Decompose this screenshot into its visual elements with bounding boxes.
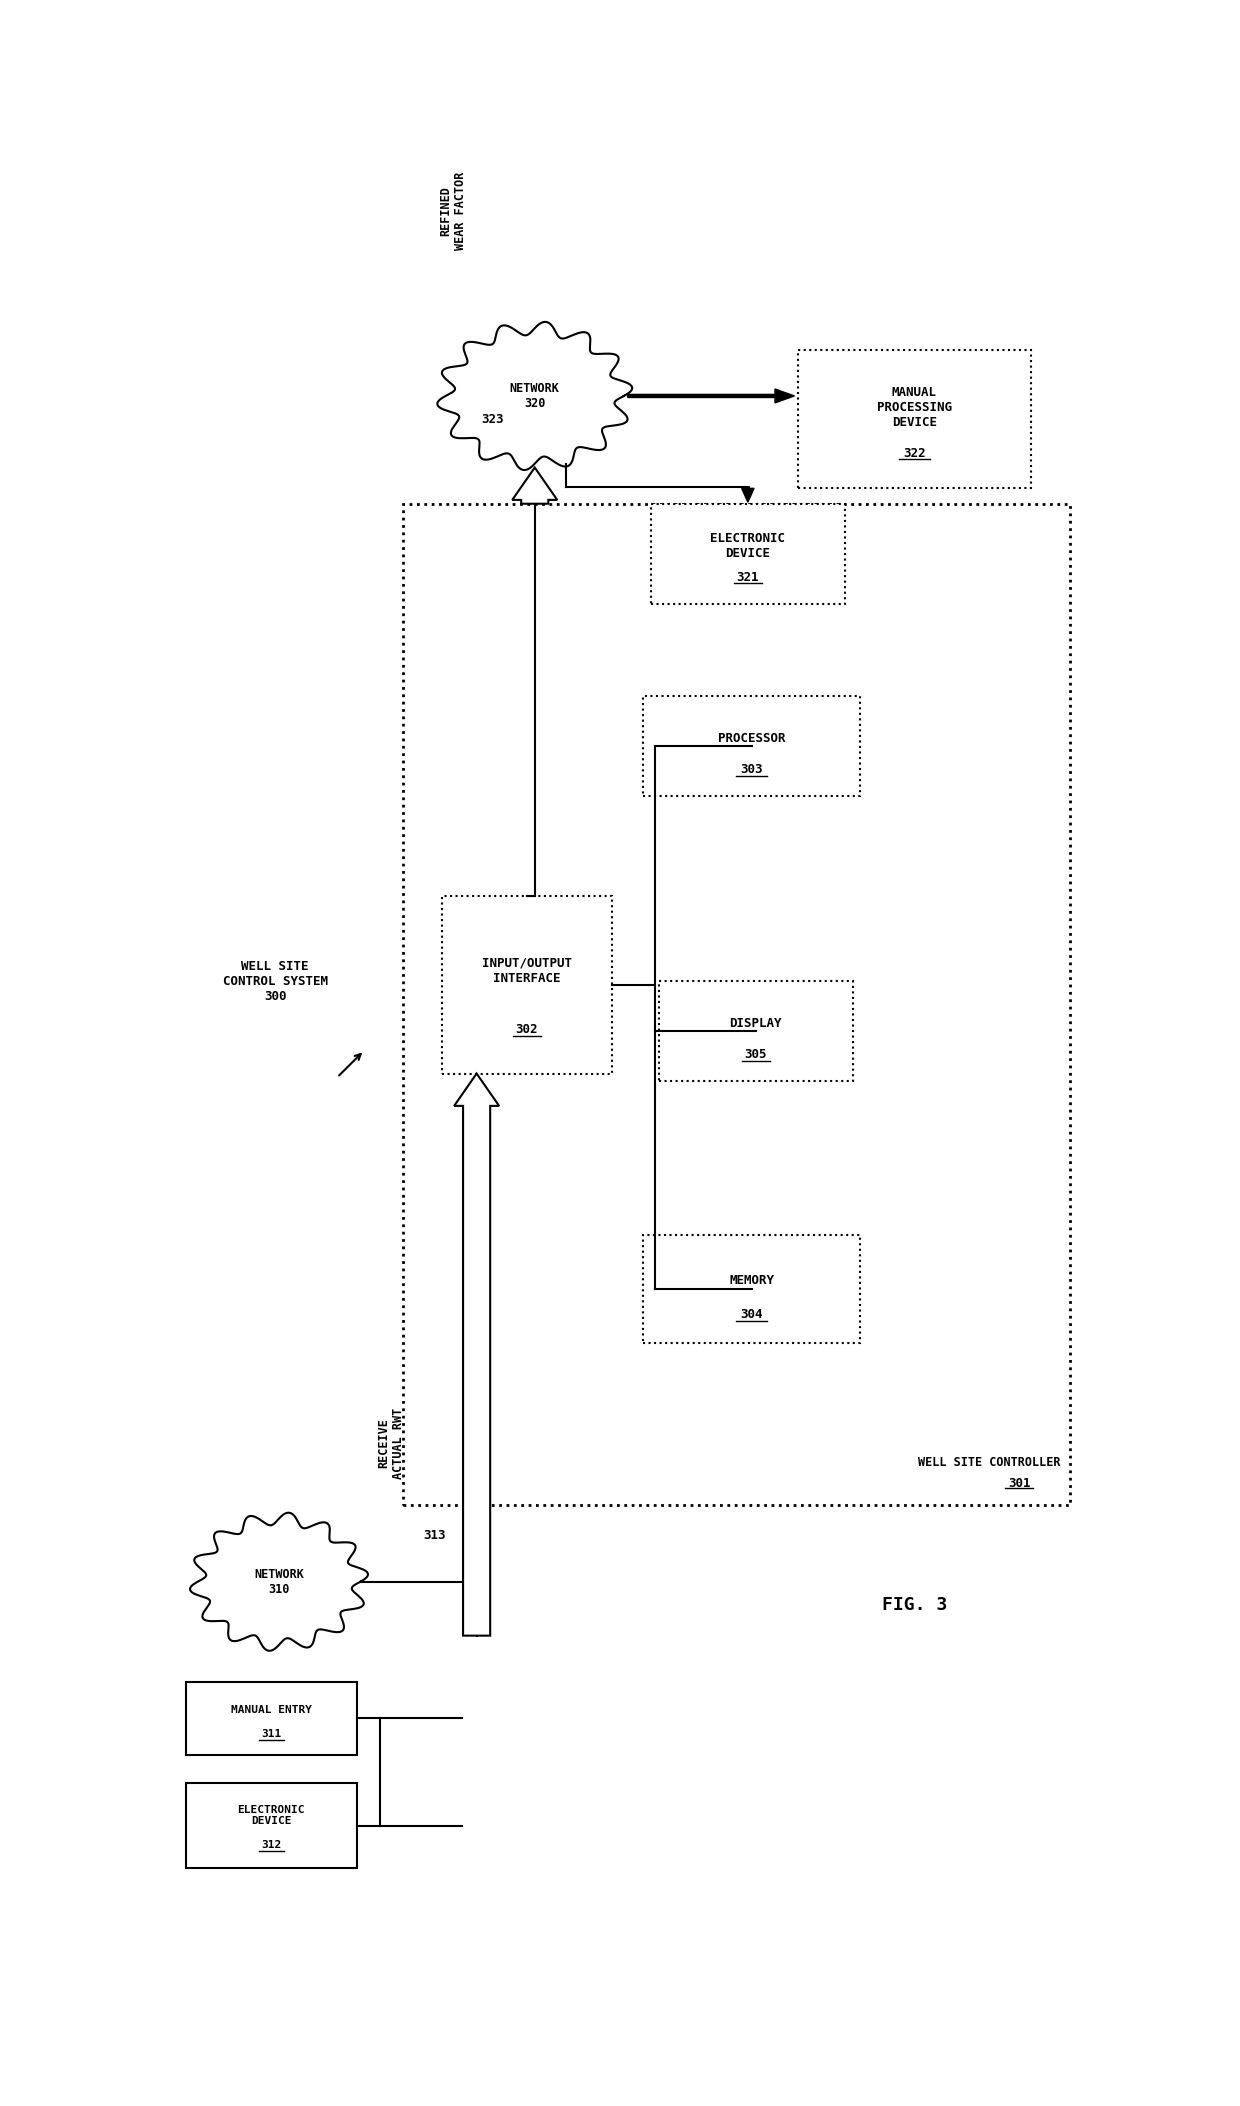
Text: MEMORY: MEMORY <box>729 1274 774 1287</box>
Text: RECEIVE
ACTUAL RWT: RECEIVE ACTUAL RWT <box>377 1407 405 1478</box>
Text: INPUT/OUTPUT
INTERFACE: INPUT/OUTPUT INTERFACE <box>482 956 572 986</box>
Text: 311: 311 <box>262 1729 281 1740</box>
Text: NETWORK
310: NETWORK 310 <box>254 1567 304 1596</box>
Text: WELL SITE
CONTROL SYSTEM
300: WELL SITE CONTROL SYSTEM 300 <box>223 960 327 1002</box>
FancyBboxPatch shape <box>186 1784 357 1868</box>
Text: REFINED
WEAR FACTOR: REFINED WEAR FACTOR <box>439 173 467 251</box>
FancyBboxPatch shape <box>799 350 1030 489</box>
FancyArrow shape <box>742 486 754 501</box>
Text: NETWORK
320: NETWORK 320 <box>510 381 559 411</box>
Text: 323: 323 <box>481 413 503 425</box>
Text: 302: 302 <box>516 1024 538 1036</box>
Text: MANUAL ENTRY: MANUAL ENTRY <box>231 1704 311 1714</box>
FancyArrow shape <box>512 468 557 503</box>
Polygon shape <box>438 322 632 470</box>
Text: WELL SITE CONTROLLER: WELL SITE CONTROLLER <box>918 1455 1060 1468</box>
Text: 301: 301 <box>1008 1478 1030 1491</box>
Text: 303: 303 <box>740 762 763 777</box>
FancyBboxPatch shape <box>441 897 613 1074</box>
Text: 304: 304 <box>740 1308 763 1320</box>
Text: 321: 321 <box>737 571 759 583</box>
Text: MANUAL
PROCESSING
DEVICE: MANUAL PROCESSING DEVICE <box>877 388 952 430</box>
Text: 313: 313 <box>423 1529 445 1542</box>
FancyArrow shape <box>627 390 795 402</box>
FancyBboxPatch shape <box>644 697 861 796</box>
Text: FIG. 3: FIG. 3 <box>882 1596 947 1613</box>
Text: PROCESSOR: PROCESSOR <box>718 731 785 746</box>
Text: DISPLAY: DISPLAY <box>729 1017 782 1030</box>
FancyBboxPatch shape <box>403 503 1069 1506</box>
FancyBboxPatch shape <box>651 503 844 604</box>
Polygon shape <box>190 1512 368 1651</box>
Text: ELECTRONIC
DEVICE: ELECTRONIC DEVICE <box>711 533 785 560</box>
FancyBboxPatch shape <box>658 981 853 1080</box>
FancyBboxPatch shape <box>186 1683 357 1754</box>
Text: ELECTRONIC
DEVICE: ELECTRONIC DEVICE <box>238 1805 305 1826</box>
FancyArrow shape <box>454 1074 498 1636</box>
FancyBboxPatch shape <box>644 1236 861 1344</box>
Text: 322: 322 <box>903 446 926 459</box>
Text: 305: 305 <box>744 1049 766 1061</box>
Text: 312: 312 <box>262 1841 281 1849</box>
